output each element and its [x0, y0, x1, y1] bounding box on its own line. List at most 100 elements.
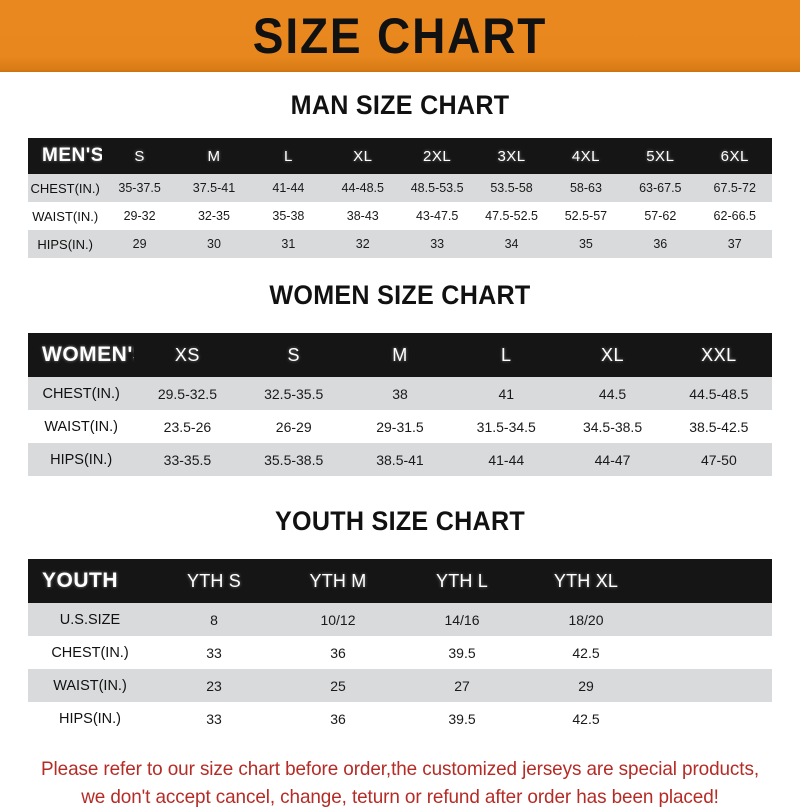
women-cell-2-2: 38.5-41	[376, 451, 424, 468]
women-row-label-header: WOMEN'S	[42, 343, 134, 366]
women-table-body: CHEST(IN.) 29.5-32.5 32.5-35.5 38 41 44.…	[28, 377, 772, 476]
table-row: CHEST(IN.) 29.5-32.5 32.5-35.5 38 41 44.…	[28, 377, 772, 410]
men-size-header-8: 6XL	[720, 147, 749, 165]
section-youth: YOUTH SIZE CHART YOUTH YTH S YTH M YTH L…	[0, 506, 800, 735]
youth-cell-2-3: 29	[578, 677, 594, 694]
section-title-men: MAN SIZE CHART	[290, 90, 510, 120]
section-men: MAN SIZE CHART MEN'S S M L XL 2XL 3XL 4X…	[0, 90, 800, 258]
women-cell-1-3: 31.5-34.5	[476, 418, 536, 435]
youth-size-header-2: YTH L	[435, 570, 488, 591]
men-cell-1-8: 62-66.5	[713, 209, 756, 223]
men-size-header-5: 3XL	[497, 147, 526, 165]
disclaimer-line-1: Please refer to our size chart before or…	[41, 758, 759, 780]
women-cell-0-4: 44.5	[598, 385, 627, 402]
table-row: WAIST(IN.) 29-32 32-35 35-38 38-43 43-47…	[28, 202, 772, 230]
youth-cell-0-2: 14/16	[444, 611, 480, 628]
men-cell-0-0: 35-37.5	[118, 181, 161, 195]
women-cell-1-4: 34.5-38.5	[582, 418, 643, 435]
youth-row-label-2: WAIST(IN.)	[53, 677, 127, 694]
men-cell-0-4: 48.5-53.5	[410, 181, 464, 195]
women-size-header-5: XXL	[701, 344, 737, 365]
men-cell-2-1: 30	[207, 237, 221, 251]
women-size-header-2: M	[392, 344, 408, 365]
men-size-header-3: XL	[353, 147, 373, 165]
men-cell-1-0: 29-32	[123, 209, 156, 223]
men-cell-1-1: 32-35	[197, 209, 230, 223]
women-cell-1-0: 23.5-26	[163, 418, 212, 435]
women-size-header-3: L	[501, 344, 512, 365]
men-cell-0-3: 44-48.5	[341, 181, 384, 195]
youth-size-table: YOUTH YTH S YTH M YTH L YTH XL U.S.SIZE …	[28, 559, 772, 735]
men-cell-2-8: 37	[727, 237, 742, 251]
men-cell-0-8: 67.5-72	[713, 181, 756, 195]
women-size-header-1: S	[287, 344, 300, 365]
men-size-header-0: S	[134, 147, 145, 165]
youth-table-body: U.S.SIZE 8 10/12 14/16 18/20 CHEST(IN.) …	[28, 603, 772, 735]
men-cell-2-0: 29	[132, 237, 147, 251]
men-table-header: MEN'S S M L XL 2XL 3XL 4XL 5XL 6XL	[28, 138, 772, 174]
women-cell-1-5: 38.5-42.5	[689, 418, 749, 435]
table-row: CHEST(IN.) 35-37.5 37.5-41 41-44 44-48.5…	[28, 174, 772, 202]
youth-cell-1-0: 33	[206, 644, 222, 661]
women-header-row: WOMEN'S XS S M L XL XXL	[28, 333, 772, 377]
youth-cell-2-1: 25	[330, 677, 346, 694]
women-cell-2-4: 44-47	[594, 451, 631, 468]
men-row-label-header: MEN'S	[42, 145, 103, 166]
youth-cell-spacer	[648, 702, 772, 735]
men-cell-0-2: 41-44	[272, 181, 305, 195]
men-cell-1-4: 43-47.5	[415, 209, 459, 223]
table-row: CHEST(IN.) 33 36 39.5 42.5	[28, 636, 772, 669]
women-cell-1-2: 29-31.5	[376, 418, 424, 435]
youth-cell-3-0: 33	[206, 710, 222, 727]
women-cell-2-5: 47-50	[700, 451, 737, 468]
men-header-row: MEN'S S M L XL 2XL 3XL 4XL 5XL 6XL	[28, 138, 772, 174]
men-cell-1-7: 57-62	[644, 209, 677, 223]
table-row: HIPS(IN.) 33 36 39.5 42.5	[28, 702, 772, 735]
men-size-header-6: 4XL	[571, 147, 601, 165]
men-cell-2-4: 33	[430, 237, 445, 251]
men-cell-1-2: 35-38	[272, 209, 305, 223]
section-title-youth: YOUTH SIZE CHART	[275, 506, 525, 536]
men-cell-0-1: 37.5-41	[192, 181, 236, 195]
men-table-body: CHEST(IN.) 35-37.5 37.5-41 41-44 44-48.5…	[28, 174, 772, 258]
table-row: U.S.SIZE 8 10/12 14/16 18/20	[28, 603, 772, 636]
women-cell-1-1: 26-29	[275, 418, 312, 435]
men-cell-2-2: 31	[281, 237, 296, 251]
size-chart-banner: SIZE CHART	[0, 0, 800, 72]
youth-table-header: YOUTH YTH S YTH M YTH L YTH XL	[28, 559, 772, 603]
youth-size-header-3: YTH XL	[553, 570, 619, 591]
men-cell-0-6: 58-63	[569, 181, 602, 195]
youth-cell-spacer	[648, 603, 772, 636]
women-cell-0-0: 29.5-32.5	[157, 385, 217, 402]
women-size-header-0: XS	[174, 344, 200, 365]
table-row: HIPS(IN.) 29 30 31 32 33 34 35 36 37	[28, 230, 772, 258]
men-cell-1-3: 38-43	[346, 209, 379, 223]
men-cell-0-7: 63-67.5	[639, 181, 682, 195]
men-row-label-0: CHEST(IN.)	[30, 180, 100, 196]
youth-size-header-1: YTH M	[309, 570, 367, 591]
women-cell-0-5: 44.5-48.5	[689, 385, 749, 402]
men-row-label-2: HIPS(IN.)	[37, 236, 93, 252]
youth-row-label-0: U.S.SIZE	[59, 611, 121, 628]
youth-cell-2-2: 27	[454, 677, 470, 694]
youth-header-spacer	[648, 559, 772, 603]
men-size-header-7: 5XL	[646, 147, 675, 165]
youth-cell-3-3: 42.5	[572, 710, 600, 727]
youth-cell-0-3: 18/20	[568, 611, 604, 628]
youth-cell-spacer	[648, 636, 772, 669]
women-row-label-2: HIPS(IN.)	[50, 451, 113, 468]
women-size-header-4: XL	[601, 344, 625, 365]
men-size-header-4: 2XL	[423, 147, 452, 165]
youth-cell-3-1: 36	[330, 710, 346, 727]
women-row-label-1: WAIST(IN.)	[44, 418, 118, 435]
section-title-women: WOMEN SIZE CHART	[269, 280, 531, 310]
men-cell-1-6: 52.5-57	[564, 209, 608, 223]
youth-cell-1-2: 39.5	[448, 644, 476, 661]
men-size-header-1: M	[207, 147, 221, 165]
youth-cell-1-3: 42.5	[572, 644, 600, 661]
men-cell-2-5: 34	[504, 237, 519, 251]
men-cell-2-3: 32	[355, 237, 370, 251]
table-row: WAIST(IN.) 23 25 27 29	[28, 669, 772, 702]
men-row-label-1: WAIST(IN.)	[32, 208, 99, 224]
men-cell-1-5: 47.5-52.5	[485, 209, 538, 223]
